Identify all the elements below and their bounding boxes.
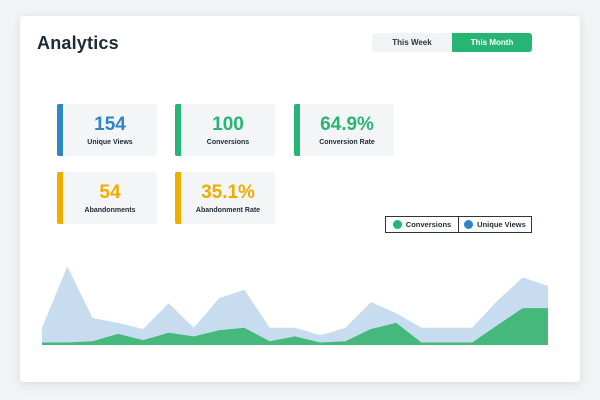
legend-label: Unique Views [477,220,526,229]
conversions-dot-icon [392,220,402,229]
unique-views-dot-icon [464,220,474,229]
stat-label: Abandonments [84,206,136,214]
series-area-unique-views [42,266,548,345]
stat-unique-views: 154 Unique Views [57,104,157,156]
stat-abandonments: 54 Abandonments [57,172,157,224]
series-area-conversions [42,308,548,345]
legend-item-unique-views[interactable]: Unique Views [458,217,531,232]
period-toggle: This Week This Month [372,33,532,52]
legend-label: Conversions [405,220,452,229]
stat-label: Conversion Rate [319,138,375,146]
stat-value: 100 [212,113,244,135]
stat-accent-bar [57,172,63,224]
stat-accent-bar [175,104,181,156]
stat-value: 54 [99,181,121,203]
stat-conversions: 100 Conversions [175,104,275,156]
page-title: Analytics [37,33,119,53]
stat-abandonment-rate: 35.1% Abandonment Rate [175,172,275,224]
stat-conversion-rate: 64.9% Conversion Rate [294,104,394,156]
stat-label: Unique Views [87,138,133,146]
area-chart [42,266,548,345]
stat-label: Conversions [206,138,250,146]
stat-accent-bar [294,104,300,156]
stat-value: 154 [94,113,126,135]
stat-label: Abandonment Rate [195,206,261,214]
stat-value: 35.1% [201,181,255,203]
this-month-button[interactable]: This Month [452,33,532,52]
stat-accent-bar [175,172,181,224]
this-week-button[interactable]: This Week [372,33,452,52]
chart-legend: Conversions Unique Views [385,216,532,233]
legend-item-conversions[interactable]: Conversions [386,217,458,232]
stat-accent-bar [57,104,63,156]
stat-value: 64.9% [320,113,374,135]
